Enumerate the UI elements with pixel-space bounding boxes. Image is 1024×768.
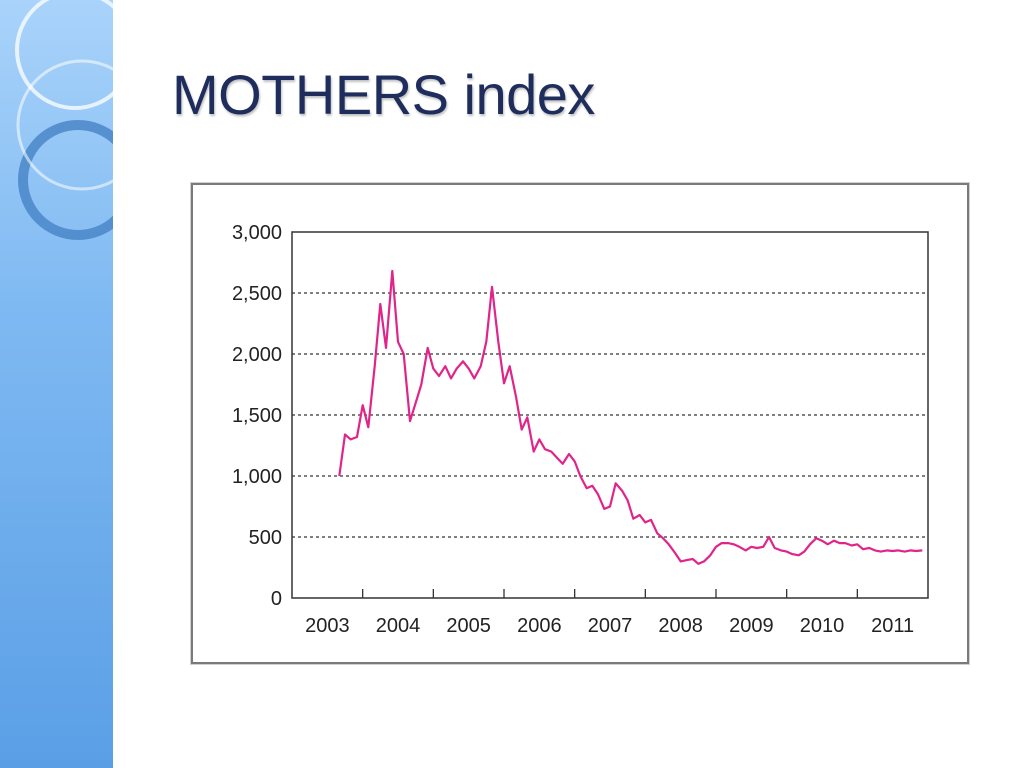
x-tick-label: 2003 [305, 615, 350, 637]
x-tick-label: 2004 [376, 615, 421, 637]
x-tick-label: 2011 [871, 615, 914, 637]
x-axis-ticks: 2003 2004 2005 2006 2007 2008 2009 2010 2011 [305, 589, 914, 637]
y-tick-label: 3,000 [232, 222, 282, 244]
x-tick-label: 2006 [517, 615, 562, 637]
decorative-sidebar [0, 0, 113, 768]
x-tick-label: 2010 [800, 615, 845, 637]
x-tick-label: 2005 [446, 615, 491, 637]
y-tick-label: 1,000 [232, 466, 282, 488]
slide-title: MOTHERS index [172, 63, 595, 126]
y-tick-label: 2,500 [232, 283, 282, 305]
decorative-ring-dark [18, 120, 113, 240]
series-line [338, 269, 923, 565]
y-tick-label: 500 [249, 527, 282, 549]
decorative-ring-thin [16, 59, 113, 191]
y-tick-label: 2,000 [232, 344, 282, 366]
y-tick-label: 1,500 [232, 405, 282, 427]
decorative-circles [15, 0, 113, 240]
decorative-ring-large [15, 0, 113, 110]
y-tick-label: 0 [271, 588, 282, 610]
x-tick-label: 2007 [588, 615, 633, 637]
x-tick-label: 2009 [729, 615, 774, 637]
chart-frame: 0 500 1,000 1,500 2,000 2,500 3,000 2003 2004 20… [191, 183, 969, 664]
grid-lines [292, 292, 928, 538]
x-tick-label: 2008 [658, 615, 703, 637]
y-axis-ticks: 0 500 1,000 1,500 2,000 2,500 3,000 [232, 222, 282, 610]
